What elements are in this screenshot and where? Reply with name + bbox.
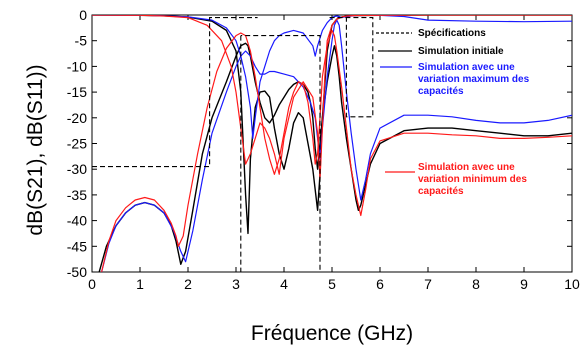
x-axis-label: Fréquence (GHz) [251,322,413,345]
spec-layer [92,17,374,272]
y-tick-label: -15 [67,84,87,100]
x-tick-label: 8 [472,276,480,292]
y-axis-label: dB(S21), dB(S11)) [24,64,47,235]
x-tick-label: 5 [328,276,336,292]
x-tick-label: 2 [184,276,192,292]
x-tick-label: 6 [376,276,384,292]
y-tick-label: 0 [79,7,87,23]
series-layer [92,15,572,272]
legend-label-max: variation maximum des [418,74,530,85]
spec-template-line [329,17,374,118]
legend-label-min: variation minimum des [418,174,527,185]
axis-ticks [91,14,573,273]
series-line-min-s21 [101,29,572,272]
x-tick-label: 10 [564,276,580,292]
y-tick-label: -25 [67,136,87,152]
y-tick-label: -30 [67,161,87,177]
y-tick-label: -40 [67,213,87,229]
x-tick-label: 7 [424,276,432,292]
legend-label-min: Simulation avec une [418,162,515,173]
x-tick-label: 1 [136,276,144,292]
x-tick-label: 0 [88,276,96,292]
x-tick-label: 9 [520,276,528,292]
y-tick-label: -5 [75,33,88,49]
y-tick-label: -35 [67,187,87,203]
legend-label-max: Simulation avec une [418,62,515,73]
legend: Spécifications Simulation initiale Simulat… [376,28,530,197]
legend-label-max: capacités [418,86,464,97]
legend-label-initial: Simulation initiale [418,46,504,57]
series-line-min-s11 [92,15,572,181]
legend-label-min: capacités [418,186,464,197]
tick-labels: 0 1 2 3 4 5 6 7 8 9 10 0 -5 -10 -15 -20 -25 -30 -35 -40 -45 -… [67,7,580,292]
spec-template-line [240,35,321,272]
spec-template-line [92,17,258,168]
legend-label-spec: Spécifications [418,28,486,39]
y-tick-label: -10 [67,58,87,74]
y-tick-label: -50 [67,264,87,280]
x-tick-label: 4 [280,276,288,292]
x-tick-label: 3 [232,276,240,292]
y-tick-label: -20 [67,110,87,126]
y-tick-label: -45 [67,238,87,254]
